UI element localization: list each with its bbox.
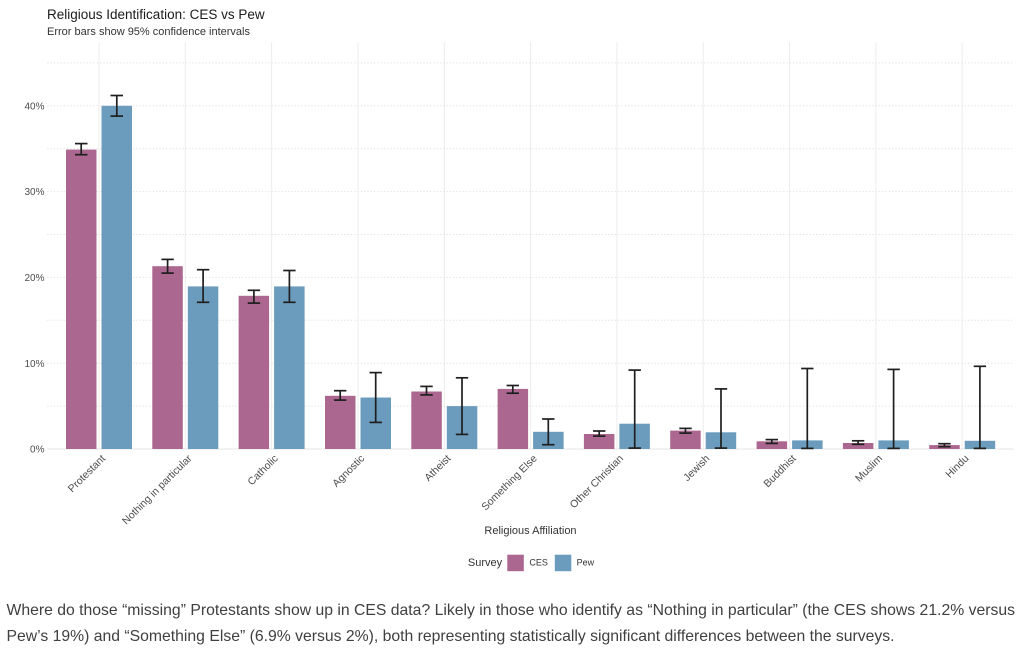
svg-text:Pew: Pew [577, 558, 595, 568]
svg-text:40%: 40% [24, 101, 44, 112]
svg-text:Error bars show 95% confidence: Error bars show 95% confidence intervals [47, 26, 250, 38]
svg-text:CES: CES [529, 558, 548, 568]
svg-text:Religious Identification: CES: Religious Identification: CES vs Pew [47, 7, 265, 22]
svg-text:Religious Affiliation: Religious Affiliation [484, 525, 576, 537]
svg-text:30%: 30% [24, 187, 44, 198]
svg-text:0%: 0% [30, 445, 45, 456]
svg-text:Survey: Survey [468, 557, 503, 569]
svg-text:20%: 20% [24, 273, 44, 284]
svg-text:10%: 10% [24, 359, 44, 370]
